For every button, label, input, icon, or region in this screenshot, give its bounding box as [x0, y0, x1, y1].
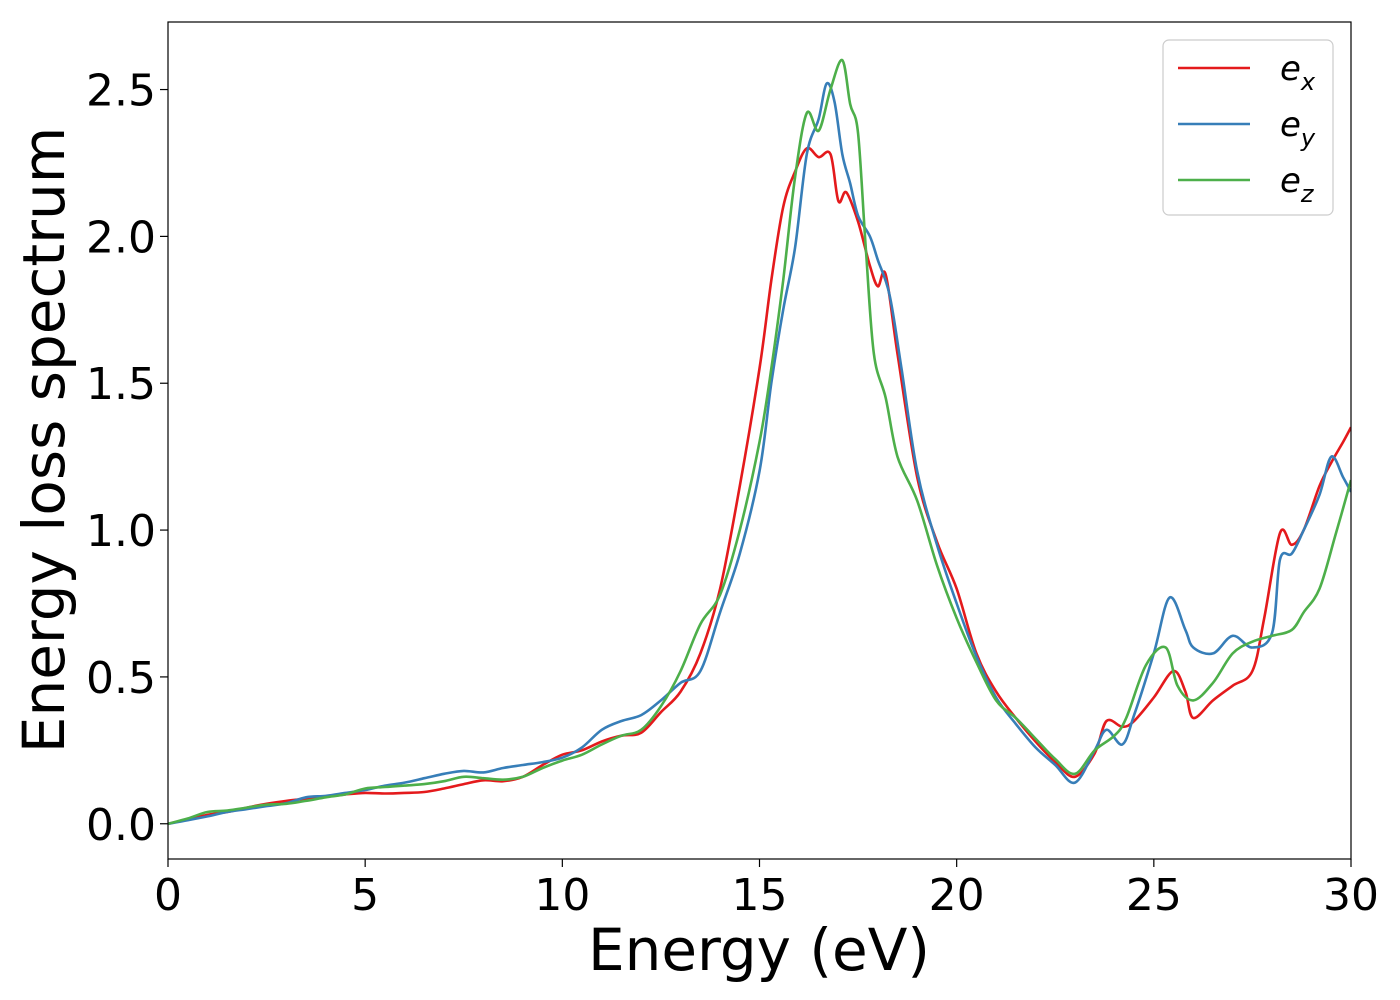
legend-label-base: e — [1280, 161, 1301, 201]
x-tick-label: 30 — [1323, 870, 1379, 921]
legend-label-subscript: x — [1300, 68, 1316, 96]
y-tick-label: 2.5 — [86, 66, 156, 117]
y-tick-label: 0.5 — [86, 653, 156, 704]
y-tick-label: 1.0 — [86, 506, 156, 557]
legend-label-base: e — [1280, 49, 1301, 89]
x-tick-label: 25 — [1126, 870, 1182, 921]
legend-label-base: e — [1280, 105, 1301, 145]
legend-label-subscript: z — [1300, 180, 1315, 208]
x-tick-label: 10 — [534, 870, 590, 921]
y-axis-label: Energy loss spectrum — [10, 127, 78, 753]
x-axis-label: Energy (eV) — [588, 916, 930, 984]
y-tick-label: 0.0 — [86, 800, 156, 851]
legend-label-subscript: y — [1300, 124, 1316, 152]
legend-box — [1162, 39, 1334, 216]
series-line-ex — [168, 146, 1351, 826]
x-tick-label: 5 — [351, 870, 379, 921]
y-tick-label: 1.5 — [86, 359, 156, 410]
y-tick-label: 2.0 — [86, 212, 156, 263]
x-tick-label: 0 — [154, 870, 182, 921]
x-tick-label: 15 — [732, 870, 788, 921]
legend-label: ex — [1280, 49, 1316, 96]
series-line-ey — [168, 81, 1351, 826]
x-axis-ticks: 0 5 10 15 20 25 30 — [154, 859, 1379, 921]
legend-label: ey — [1280, 105, 1316, 152]
series-layer — [168, 58, 1351, 826]
legend-label: ez — [1280, 161, 1315, 208]
series-line-ez — [168, 58, 1351, 826]
x-tick-label: 20 — [929, 870, 985, 921]
y-axis-ticks: 0.0 0.5 1.0 1.5 2.0 2.5 — [86, 66, 168, 851]
